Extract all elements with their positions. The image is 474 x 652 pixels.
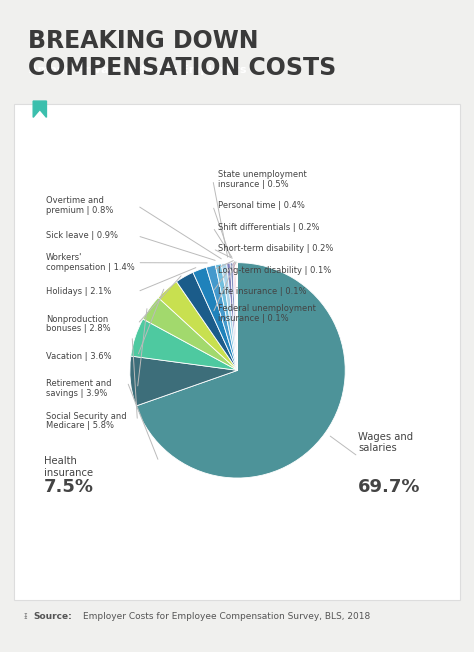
- Text: Overtime and
premium | 0.8%: Overtime and premium | 0.8%: [46, 196, 113, 215]
- Text: 7.5%: 7.5%: [44, 478, 94, 496]
- Wedge shape: [206, 265, 237, 370]
- Wedge shape: [221, 263, 237, 370]
- Wedge shape: [233, 263, 237, 370]
- Wedge shape: [130, 356, 237, 406]
- Text: Vacation | 3.6%: Vacation | 3.6%: [46, 352, 111, 361]
- Text: Long-term disability | 0.1%: Long-term disability | 0.1%: [218, 266, 331, 274]
- Text: State unemployment
insurance | 0.5%: State unemployment insurance | 0.5%: [218, 170, 307, 189]
- Text: Retirement and
savings | 3.9%: Retirement and savings | 3.9%: [46, 379, 111, 398]
- Text: Sick leave | 0.9%: Sick leave | 0.9%: [46, 231, 118, 241]
- Text: 69.7%: 69.7%: [358, 478, 420, 496]
- Text: Holidays | 2.1%: Holidays | 2.1%: [46, 288, 111, 296]
- Text: BREAKING DOWN
COMPENSATION COSTS: BREAKING DOWN COMPENSATION COSTS: [28, 29, 337, 80]
- Text: Personal time | 0.4%: Personal time | 0.4%: [218, 201, 305, 210]
- Text: ᵻ: ᵻ: [24, 611, 30, 621]
- Wedge shape: [158, 282, 237, 370]
- Text: Federal unemployment
insurance | 0.1%: Federal unemployment insurance | 0.1%: [218, 304, 316, 323]
- Wedge shape: [236, 263, 237, 370]
- Wedge shape: [143, 297, 237, 370]
- Text: Short-term disability | 0.2%: Short-term disability | 0.2%: [218, 244, 334, 253]
- Wedge shape: [234, 263, 237, 370]
- Wedge shape: [236, 263, 237, 370]
- Text: Source:: Source:: [33, 612, 72, 621]
- Wedge shape: [131, 319, 237, 370]
- Text: Social Security and
Medicare | 5.8%: Social Security and Medicare | 5.8%: [46, 411, 127, 430]
- Text: Shift differentials | 0.2%: Shift differentials | 0.2%: [218, 222, 319, 231]
- Text: Employer Costs for Employee Compensation Survey, BLS, 2018: Employer Costs for Employee Compensation…: [83, 612, 370, 621]
- Text: Nonproduction
bonuses | 2.8%: Nonproduction bonuses | 2.8%: [46, 315, 110, 333]
- Wedge shape: [215, 264, 237, 370]
- Text: Wages and
salaries: Wages and salaries: [358, 432, 413, 453]
- Wedge shape: [136, 263, 345, 478]
- Wedge shape: [193, 267, 237, 370]
- Wedge shape: [230, 263, 237, 370]
- Text: Among Private Industry Employers: Among Private Industry Employers: [29, 65, 246, 76]
- Text: Health
insurance: Health insurance: [44, 456, 93, 478]
- Wedge shape: [227, 263, 237, 370]
- Wedge shape: [176, 273, 237, 370]
- Text: Workers'
compensation | 1.4%: Workers' compensation | 1.4%: [46, 254, 135, 272]
- Text: Life insurance | 0.1%: Life insurance | 0.1%: [218, 288, 307, 296]
